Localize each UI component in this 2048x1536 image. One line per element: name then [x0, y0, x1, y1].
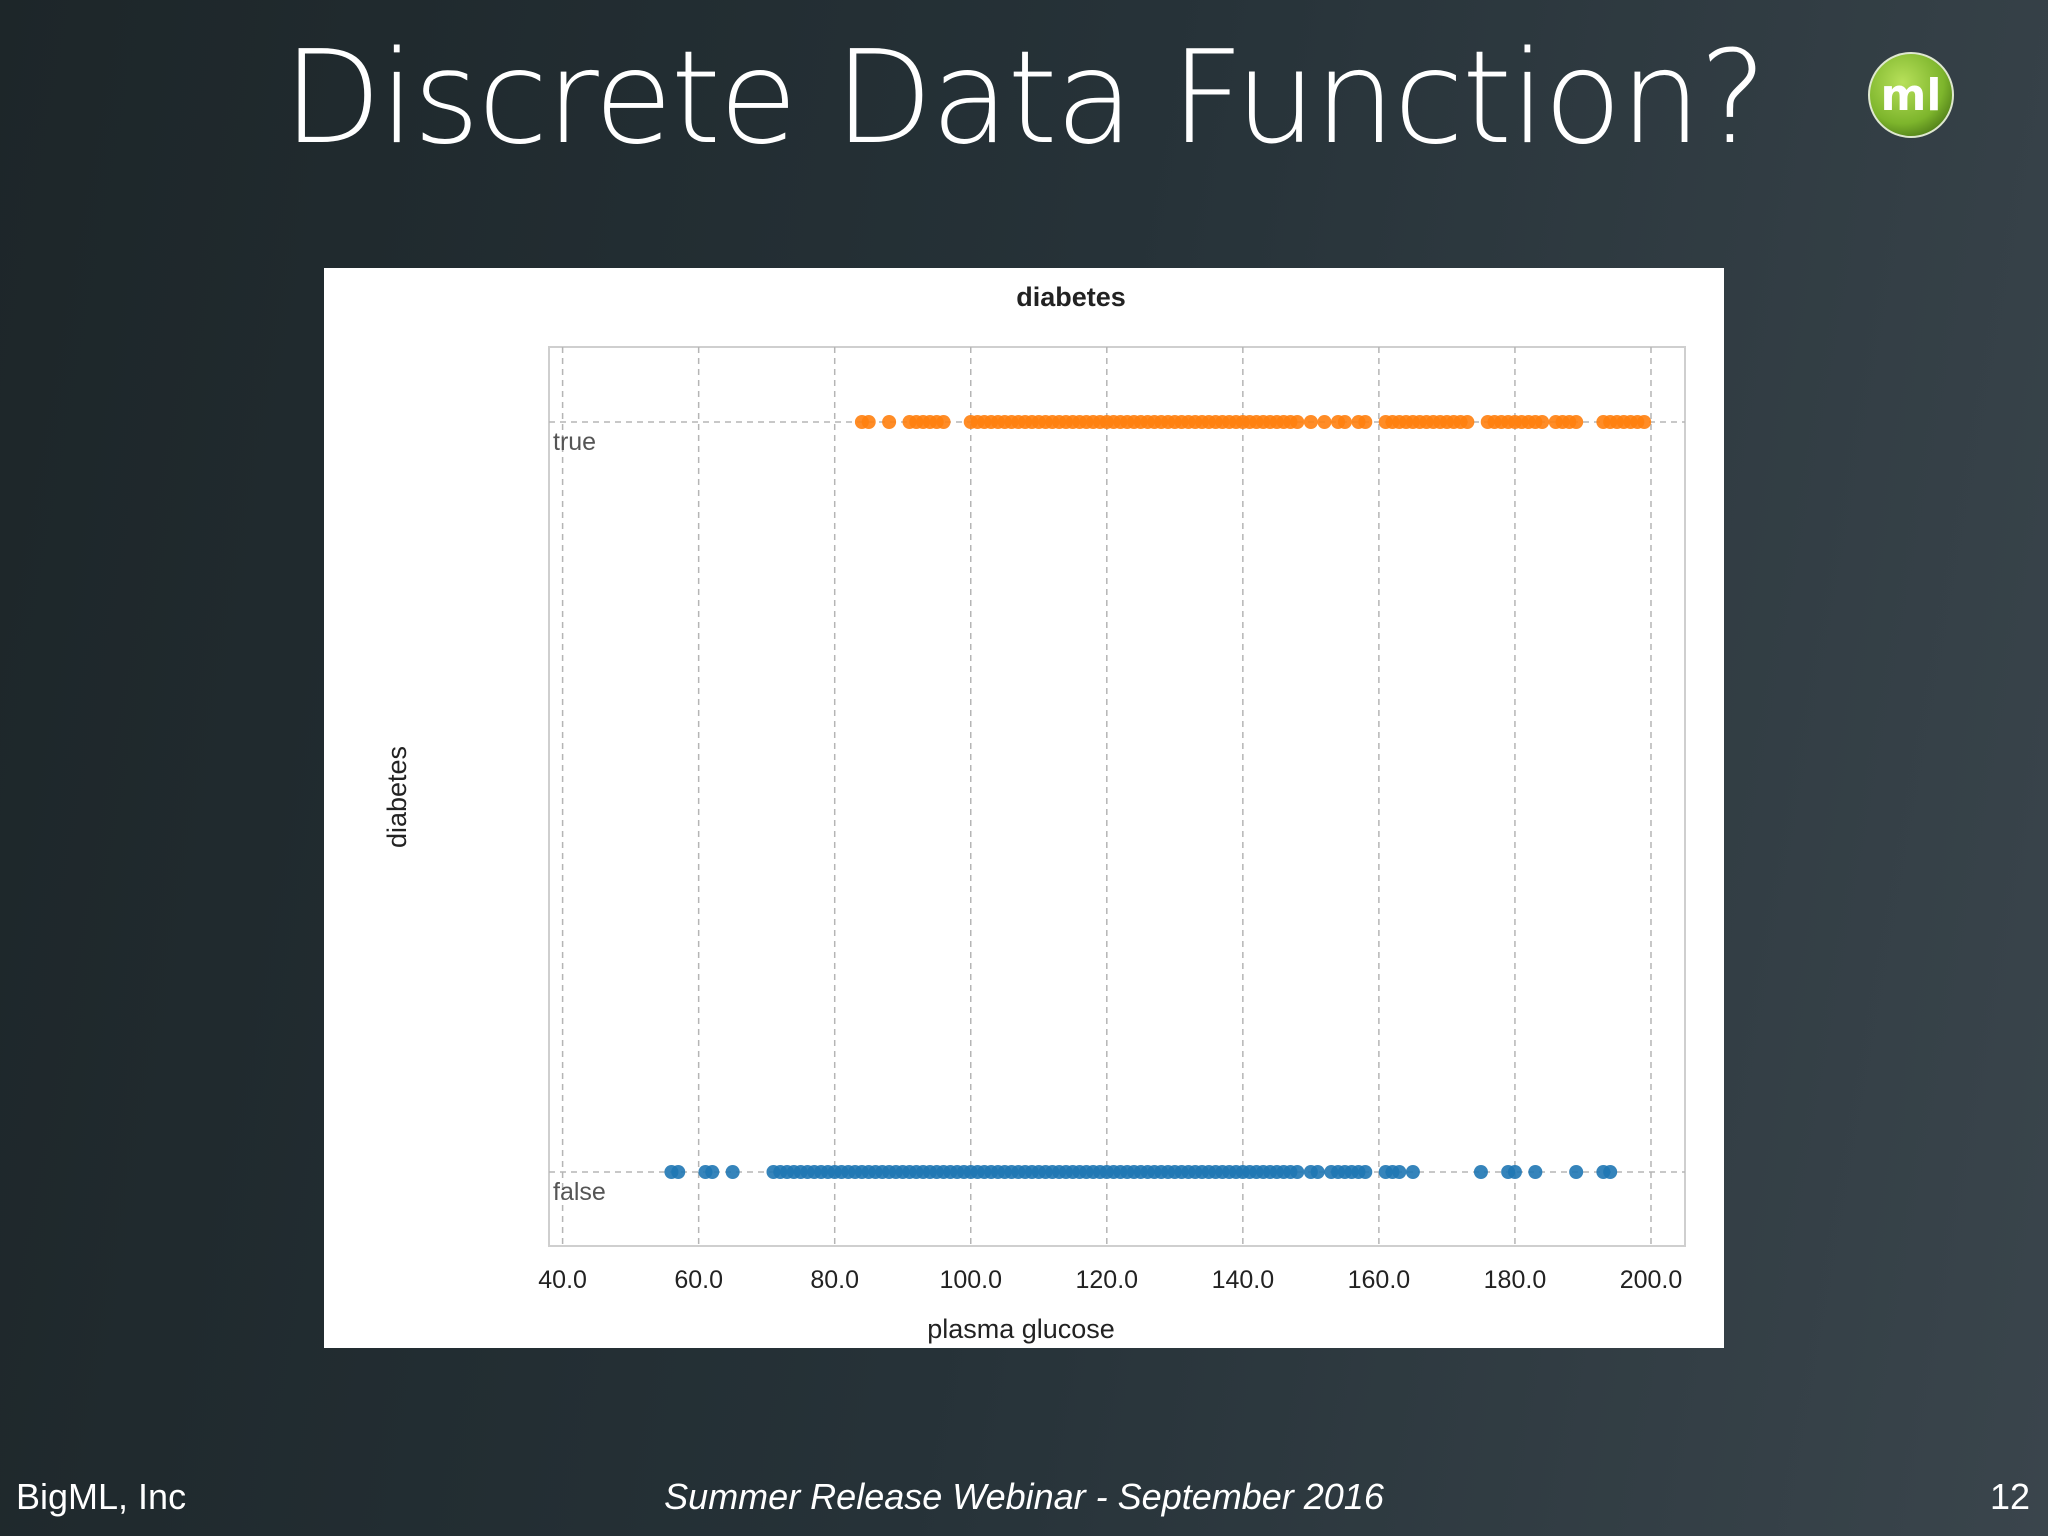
data-point-false: [1358, 1165, 1373, 1179]
data-point-false: [1603, 1165, 1618, 1179]
chart-title: diabetes: [1016, 282, 1126, 312]
chart-panel: diabetes 40.0 60.0 80.0 100.0 120.0 140.0 160.…: [324, 268, 1724, 1348]
svg-text:ml: ml: [1881, 70, 1942, 121]
data-point-false: [1392, 1165, 1407, 1179]
data-point-true: [1569, 415, 1584, 429]
x-axis-label: plasma glucose: [927, 1314, 1115, 1344]
y-category-label: true: [553, 428, 596, 456]
data-point-true: [1460, 415, 1475, 429]
x-tick-label: 200.0: [1620, 1266, 1683, 1294]
data-point-false: [1473, 1165, 1488, 1179]
page-number: 12: [1989, 1476, 2030, 1517]
x-tick-label: 140.0: [1212, 1266, 1275, 1294]
plot-area: [548, 346, 1686, 1247]
data-point-true: [1290, 415, 1305, 429]
data-point-true: [1358, 415, 1373, 429]
data-point-false: [705, 1165, 720, 1179]
data-point-false: [1310, 1165, 1325, 1179]
y-axis-label: diabetes: [382, 746, 412, 848]
data-point-true: [1637, 415, 1652, 429]
data-point-true: [936, 415, 951, 429]
footer-company: BigML, Inc: [16, 1476, 187, 1517]
data-point-false: [671, 1165, 686, 1179]
footer-event: Summer Release Webinar - September 2016: [664, 1476, 1384, 1517]
data-point-true: [1317, 415, 1332, 429]
x-tick-label: 180.0: [1484, 1266, 1547, 1294]
data-point-false: [1507, 1165, 1522, 1179]
data-point-true: [861, 415, 876, 429]
slide-title: Discrete Data Function?: [282, 24, 1767, 173]
scatter-chart: diabetes 40.0 60.0 80.0 100.0 120.0 140.0 160.…: [382, 282, 1686, 1344]
x-tick-label: 160.0: [1348, 1266, 1411, 1294]
x-tick-label: 80.0: [810, 1266, 859, 1294]
data-point-false: [1290, 1165, 1305, 1179]
data-point-false: [1405, 1165, 1420, 1179]
x-tick-label: 100.0: [939, 1266, 1002, 1294]
bigml-logo-icon: ml: [1868, 52, 1954, 138]
data-point-true: [1535, 415, 1550, 429]
data-point-true: [1303, 415, 1318, 429]
data-point-true: [882, 415, 897, 429]
y-category-label: false: [553, 1178, 606, 1206]
x-tick-label: 120.0: [1076, 1266, 1139, 1294]
data-point-true: [1337, 415, 1352, 429]
data-point-false: [1569, 1165, 1584, 1179]
x-tick-label: 40.0: [538, 1266, 587, 1294]
x-tick-label: 60.0: [674, 1266, 723, 1294]
data-point-false: [1528, 1165, 1543, 1179]
data-point-false: [725, 1165, 740, 1179]
